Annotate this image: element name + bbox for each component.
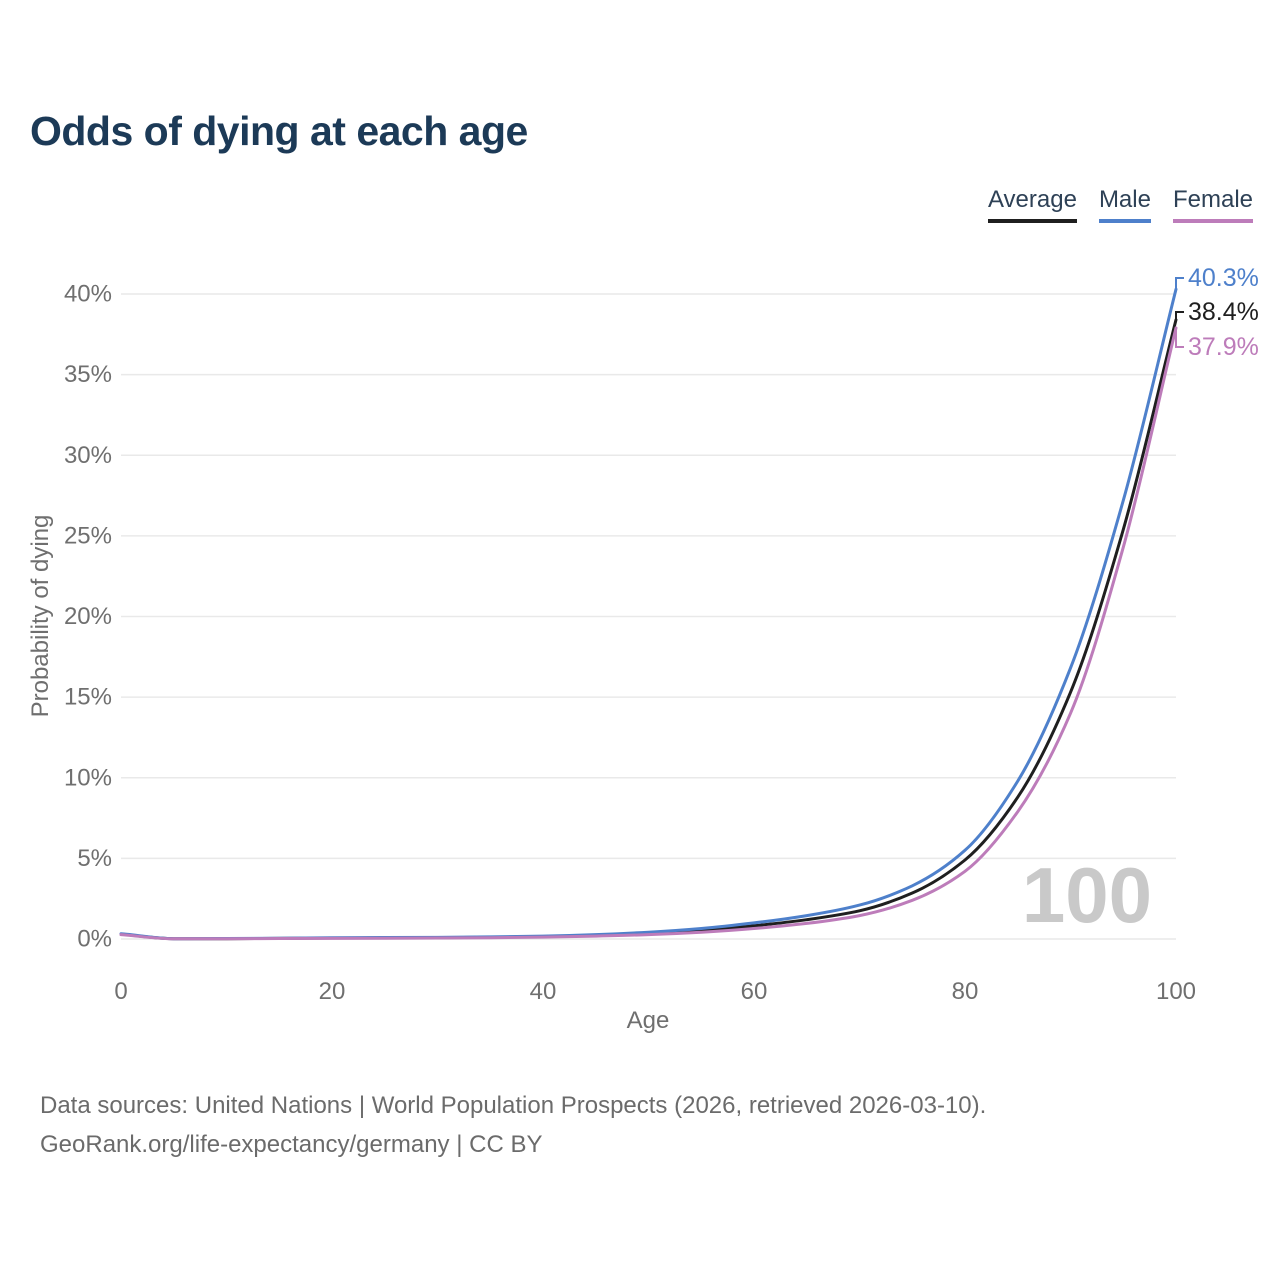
y-axis-label: Probability of dying bbox=[27, 515, 54, 718]
end-label-male: 40.3% bbox=[1188, 264, 1259, 292]
series-line-male bbox=[119, 287, 1178, 941]
x-tick-label: 80 bbox=[952, 978, 979, 1005]
data-sources: Data sources: United Nations | World Pop… bbox=[40, 1086, 986, 1164]
end-label-average: 38.4% bbox=[1188, 298, 1259, 326]
legend-label-female: Female bbox=[1172, 186, 1253, 213]
end-label-leader-average bbox=[1175, 311, 1184, 320]
legend-item-female[interactable]: Female bbox=[1172, 186, 1253, 223]
y-tick-label: 25% bbox=[64, 522, 112, 549]
series-line-average bbox=[119, 318, 1178, 941]
x-tick-label: 20 bbox=[319, 978, 346, 1005]
legend-item-male[interactable]: Male bbox=[1098, 186, 1151, 223]
x-tick-label: 40 bbox=[530, 978, 557, 1005]
series-line-female bbox=[119, 326, 1178, 941]
y-tick-label: 20% bbox=[64, 603, 112, 630]
y-tick-label: 5% bbox=[77, 845, 112, 872]
x-tick-label: 100 bbox=[1156, 978, 1196, 1005]
legend-item-average[interactable]: Average bbox=[987, 186, 1077, 223]
legend: Average Male Female bbox=[987, 186, 1253, 223]
legend-label-average: Average bbox=[987, 186, 1077, 213]
end-label-leader-male bbox=[1175, 277, 1184, 290]
y-tick-label: 40% bbox=[64, 281, 112, 308]
x-tick-label: 60 bbox=[741, 978, 768, 1005]
legend-label-male: Male bbox=[1098, 186, 1151, 213]
x-tick-label: 0 bbox=[114, 978, 127, 1005]
end-label-leader-female bbox=[1175, 327, 1184, 348]
chart-title: Odds of dying at each age bbox=[30, 108, 528, 154]
y-tick-label: 15% bbox=[64, 684, 112, 711]
data-sources-line1: Data sources: United Nations | World Pop… bbox=[40, 1092, 987, 1119]
y-tick-label: 35% bbox=[64, 361, 112, 388]
watermark-age-label: 100 bbox=[1022, 851, 1152, 939]
y-tick-label: 0% bbox=[77, 926, 112, 953]
data-sources-line2: GeoRank.org/life-expectancy/germany | CC… bbox=[40, 1131, 543, 1158]
end-label-female: 37.9% bbox=[1188, 333, 1259, 361]
y-tick-label: 10% bbox=[64, 764, 112, 791]
y-tick-label: 30% bbox=[64, 442, 112, 469]
x-axis-label: Age bbox=[627, 1007, 670, 1034]
